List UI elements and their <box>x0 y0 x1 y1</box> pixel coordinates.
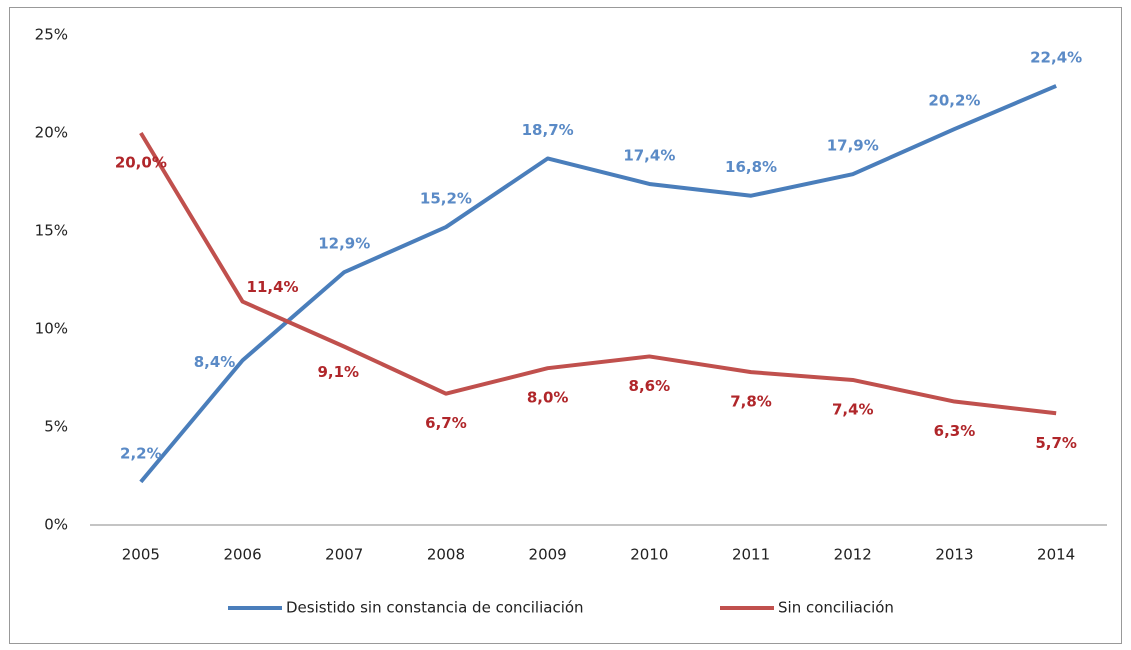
series-line <box>139 84 1057 484</box>
y-tick-label: 10% <box>35 320 68 338</box>
data-label: 6,3% <box>934 422 976 440</box>
data-label: 2,2% <box>120 444 162 462</box>
x-tick-label: 2008 <box>427 546 465 564</box>
data-label: 15,2% <box>420 190 472 208</box>
data-label: 16,8% <box>725 158 777 176</box>
x-tick-label: 2012 <box>834 546 872 564</box>
data-label: 5,7% <box>1035 434 1077 452</box>
data-label: 17,9% <box>827 137 879 155</box>
y-tick-label: 5% <box>44 418 68 436</box>
data-label: 20,0% <box>115 154 167 172</box>
x-tick-label: 2007 <box>325 546 363 564</box>
y-tick-label: 15% <box>35 222 68 240</box>
data-label: 20,2% <box>928 92 980 110</box>
x-tick-label: 2006 <box>223 546 261 564</box>
data-label: 12,9% <box>318 235 370 253</box>
data-label: 17,4% <box>623 146 675 164</box>
legend-label: Desistido sin constancia de conciliación <box>286 599 584 617</box>
data-label: 8,0% <box>527 389 569 407</box>
x-tick-label: 2005 <box>122 546 160 564</box>
x-tick-label: 2011 <box>732 546 770 564</box>
y-tick-label: 25% <box>35 26 68 44</box>
data-label: 18,7% <box>522 121 574 139</box>
data-label: 9,1% <box>317 363 359 381</box>
x-tick-label: 2014 <box>1037 546 1075 564</box>
data-label: 7,8% <box>730 393 772 411</box>
x-tick-label: 2009 <box>529 546 567 564</box>
data-label: 8,6% <box>629 377 671 395</box>
y-tick-label: 20% <box>35 124 68 142</box>
x-tick-label: 2013 <box>935 546 973 564</box>
data-label: 22,4% <box>1030 48 1082 66</box>
data-label: 7,4% <box>832 400 874 418</box>
series-line <box>139 131 1057 416</box>
x-tick-label: 2010 <box>630 546 668 564</box>
legend-label: Sin conciliación <box>778 599 894 617</box>
chart-border <box>9 7 1122 644</box>
data-label: 8,4% <box>194 353 236 371</box>
data-label: 6,7% <box>425 414 467 432</box>
data-label: 11,4% <box>247 278 299 296</box>
y-tick-label: 0% <box>44 516 68 534</box>
